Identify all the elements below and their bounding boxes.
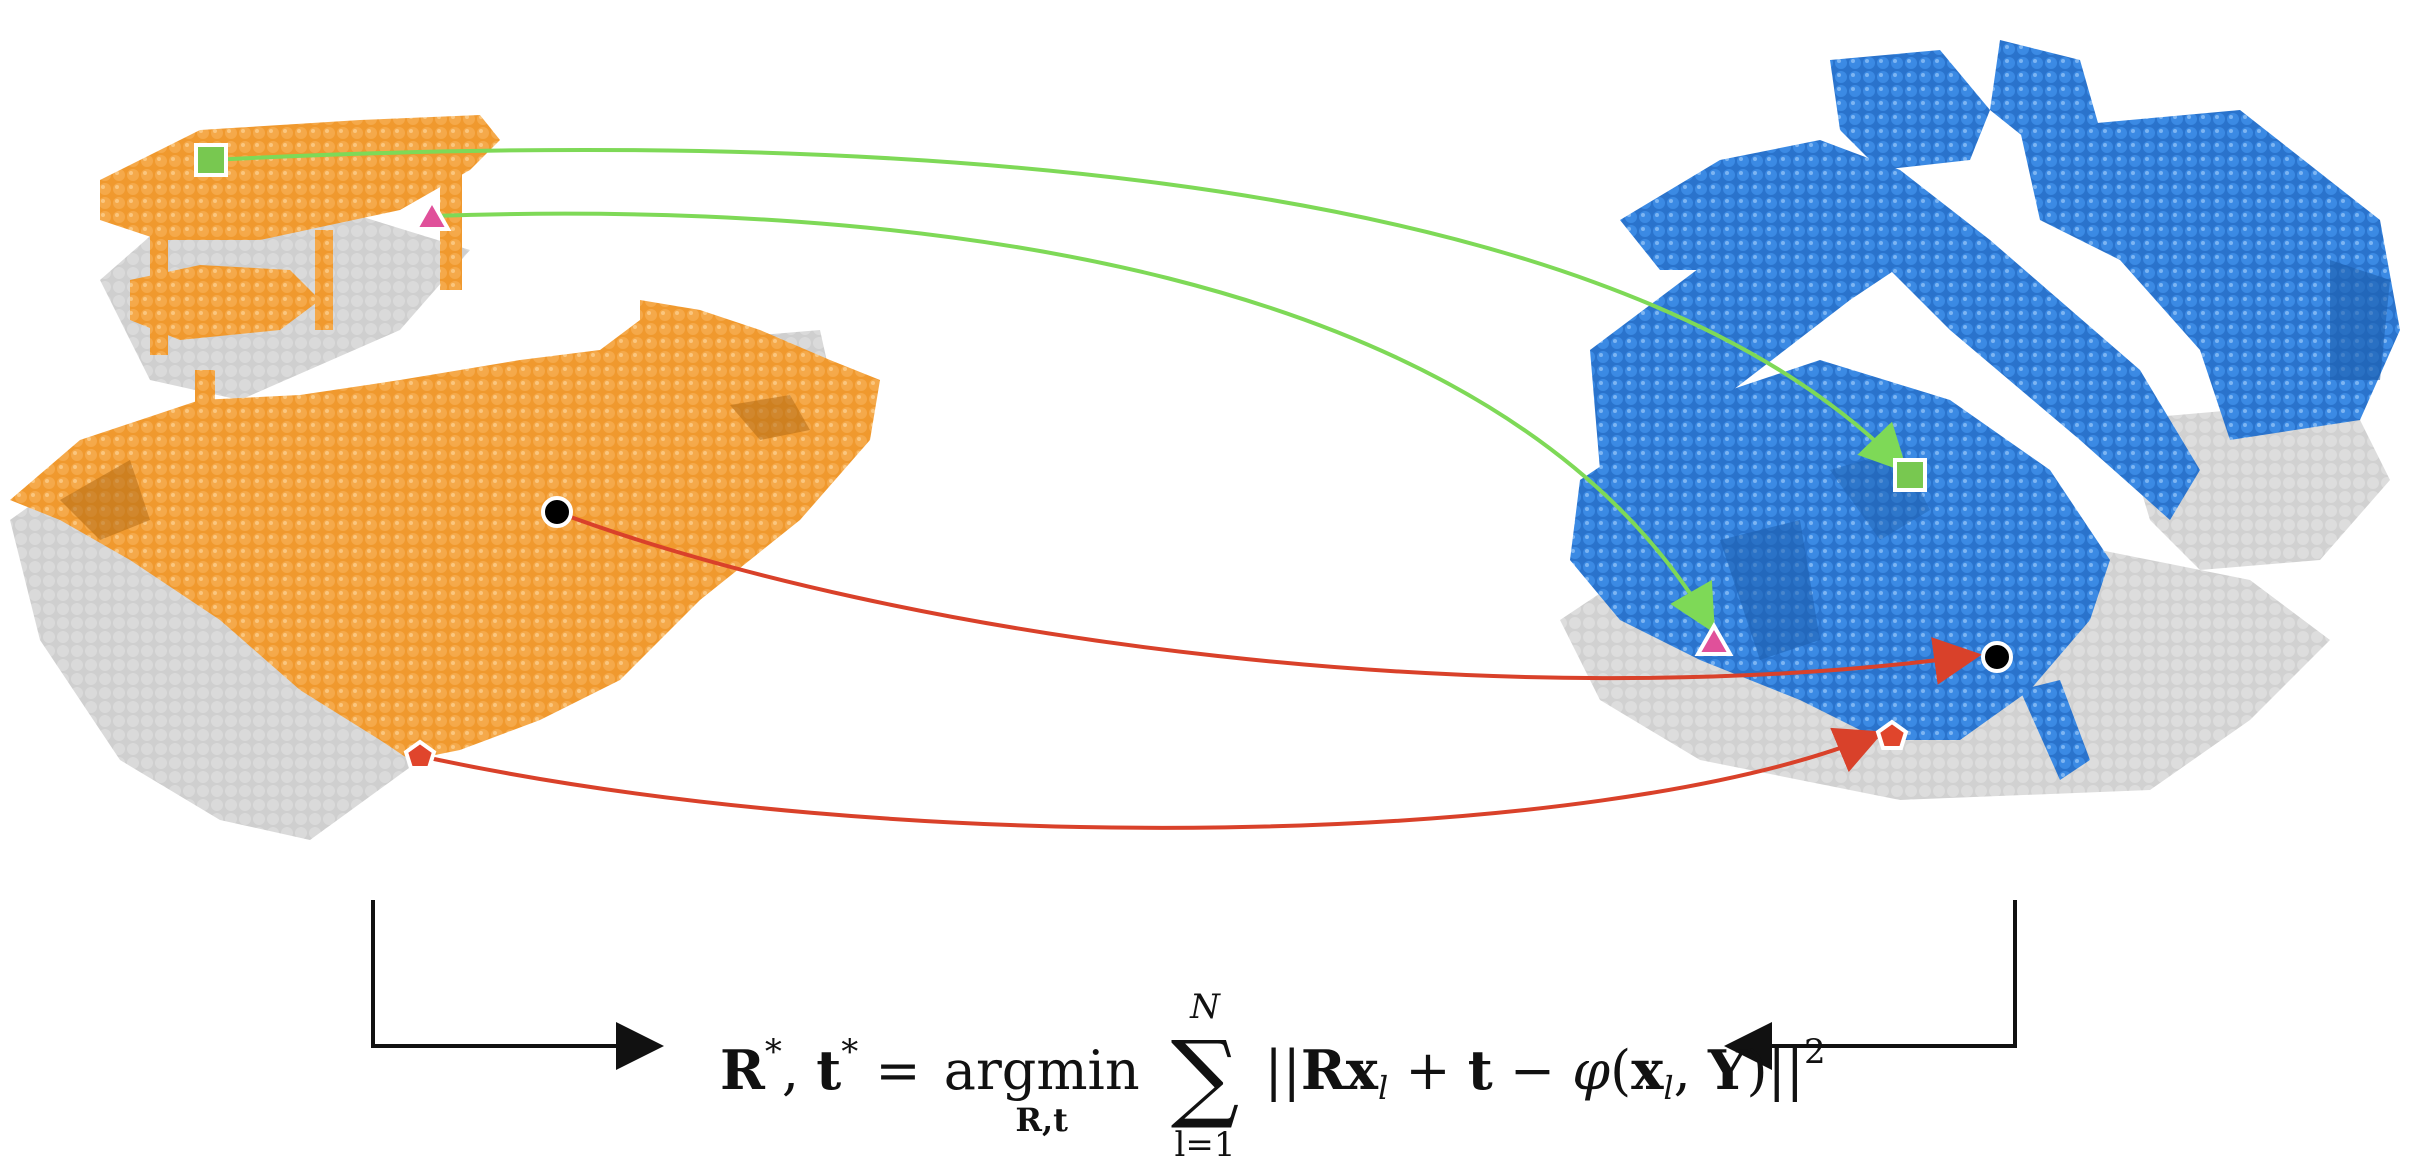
objective-equation: R*, t* = argmin R,t ∑ N l=1 ||Rxl + t − … xyxy=(720,987,1826,1165)
arrow-square-correspondence xyxy=(209,148,1908,473)
circle-marker-target xyxy=(1981,641,2013,673)
right-bracket-arrow xyxy=(1724,900,2017,1070)
sum-upper-limit: N xyxy=(1190,987,1220,1027)
pentagon-marker-target xyxy=(1875,719,1909,750)
bracket-arrows xyxy=(371,900,2017,1070)
argmin-operator: argmin R,t xyxy=(943,1039,1140,1139)
arrow-triangle-correspondence xyxy=(431,211,1715,634)
triangle-marker-target xyxy=(1694,621,1734,656)
square-marker-source xyxy=(194,143,228,177)
source-markers xyxy=(194,143,573,770)
target-markers xyxy=(1694,458,2013,750)
target-point-cloud xyxy=(1560,40,2400,800)
square-marker-target xyxy=(1893,458,1927,492)
left-bracket-arrow xyxy=(371,900,664,1070)
sum-lower-limit: l=1 xyxy=(1174,1125,1236,1165)
pentagon-marker-source xyxy=(403,739,437,770)
circle-marker-source xyxy=(541,496,573,528)
source-point-cloud xyxy=(10,115,880,840)
registration-figure xyxy=(10,40,2400,1070)
summation-symbol: ∑ N l=1 xyxy=(1170,987,1240,1165)
argmin-subscript: R,t xyxy=(1015,1101,1068,1139)
argmin-word: argmin xyxy=(943,1039,1140,1102)
correspondence-arrows xyxy=(209,148,1982,830)
arrow-pentagon-correspondence xyxy=(419,727,1884,830)
arrow-circle-correspondence xyxy=(556,510,1982,685)
triangle-marker-source xyxy=(412,196,452,231)
